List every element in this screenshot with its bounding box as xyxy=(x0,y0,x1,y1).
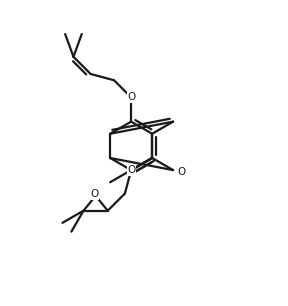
Text: O: O xyxy=(178,166,186,177)
Text: O: O xyxy=(90,189,98,200)
Text: O: O xyxy=(127,165,135,175)
Text: O: O xyxy=(127,92,135,103)
